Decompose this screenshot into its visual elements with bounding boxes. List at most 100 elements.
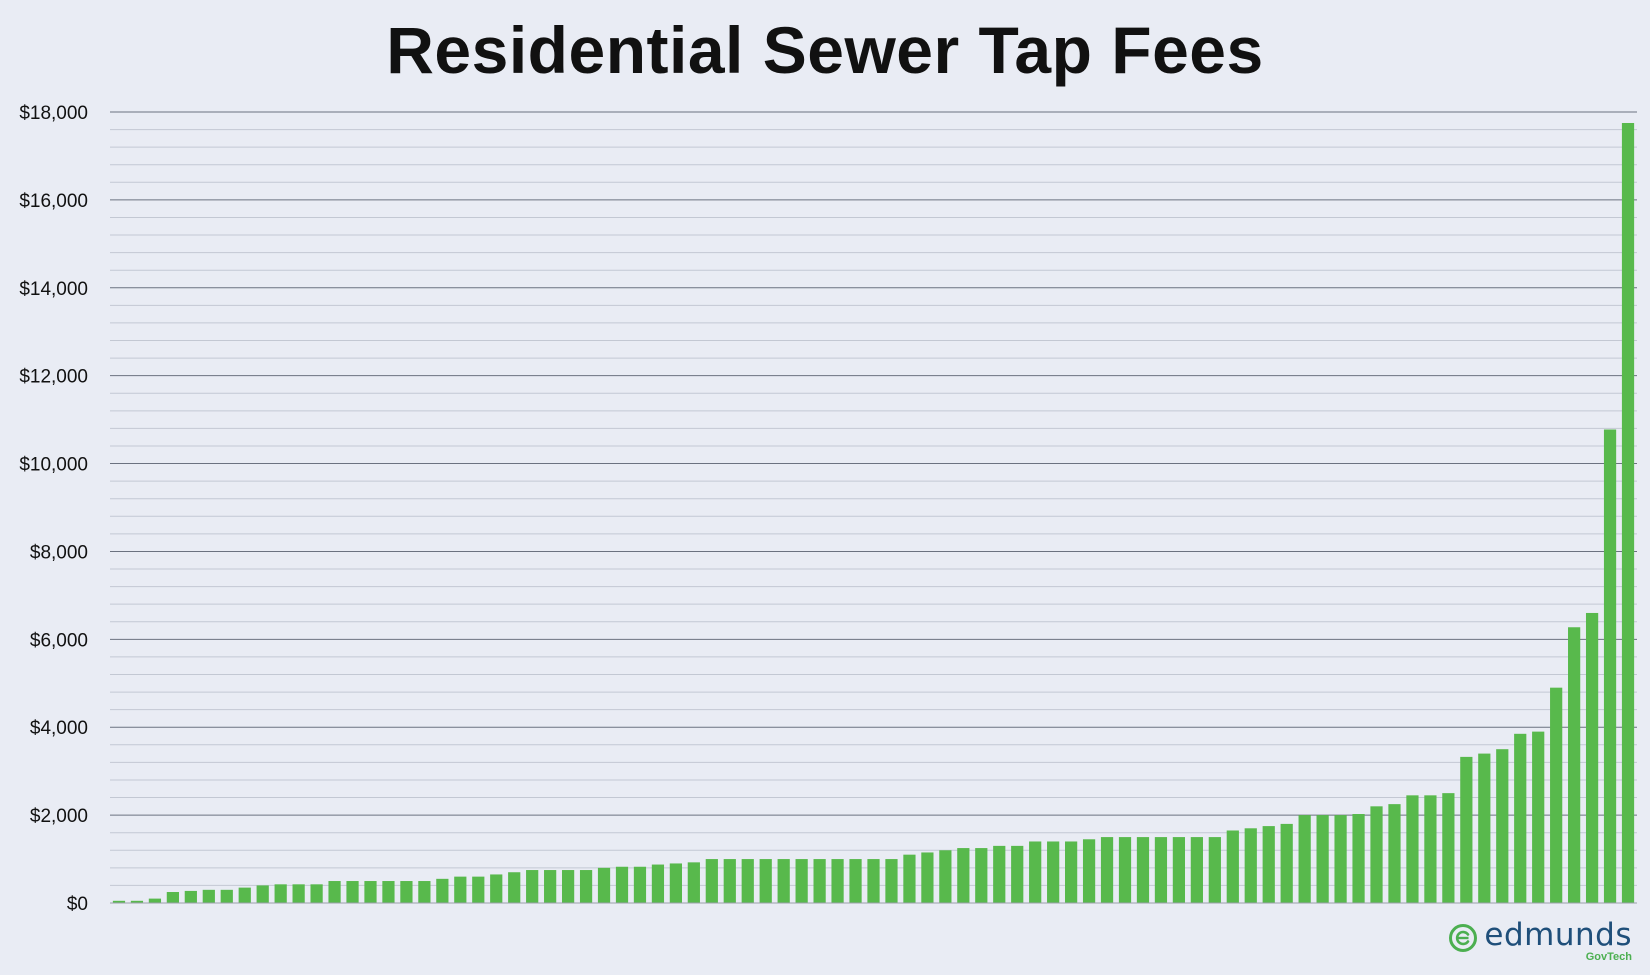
bar — [615, 866, 629, 903]
bar — [1065, 841, 1078, 903]
bar — [921, 852, 934, 903]
bar — [1011, 845, 1024, 903]
grid-lines — [110, 111, 1637, 886]
bar — [256, 885, 269, 903]
bar — [292, 884, 305, 903]
bar — [831, 859, 844, 903]
bar — [328, 881, 341, 903]
bar — [1388, 804, 1401, 904]
bar — [705, 859, 718, 903]
bar — [1208, 837, 1221, 903]
bar — [867, 859, 880, 903]
bar — [544, 870, 557, 903]
bar — [436, 878, 449, 903]
bar — [490, 874, 503, 903]
bar — [1029, 841, 1042, 903]
bar — [669, 863, 682, 903]
bar — [939, 850, 952, 903]
bar — [1226, 830, 1239, 903]
y-tick-label: $12,000 — [19, 367, 88, 388]
logo-subtitle: GovTech — [1585, 951, 1632, 963]
bar — [687, 862, 700, 903]
bar — [418, 881, 431, 903]
bar — [813, 859, 826, 903]
bar — [1334, 815, 1347, 903]
bar — [885, 859, 898, 903]
bar — [112, 900, 126, 903]
bar — [310, 884, 323, 903]
bar — [184, 890, 197, 903]
edmunds-e-icon — [1449, 924, 1478, 952]
bar — [975, 848, 988, 903]
bar-series — [112, 122, 1635, 904]
bar — [1442, 793, 1455, 903]
bar — [1532, 731, 1545, 903]
bar — [579, 870, 593, 903]
bar — [1136, 837, 1150, 903]
bar — [1118, 837, 1132, 903]
y-tick-label: $8,000 — [30, 542, 88, 563]
edmunds-govtech-logo: edmunds GovTech — [1448, 919, 1632, 963]
bar — [957, 848, 970, 903]
y-tick-label: $6,000 — [30, 630, 88, 651]
bar — [1550, 687, 1563, 903]
bar — [364, 881, 377, 903]
bar — [472, 876, 485, 903]
bar — [633, 866, 647, 903]
y-tick-label: $18,000 — [19, 103, 88, 124]
bar — [741, 859, 754, 903]
y-tick-label: $14,000 — [19, 279, 88, 300]
y-tick-label: $0 — [67, 894, 88, 915]
bar — [220, 889, 233, 903]
bar — [1298, 815, 1311, 903]
bar — [759, 859, 772, 903]
bar — [382, 881, 395, 903]
bar — [454, 876, 467, 903]
bar — [400, 881, 413, 903]
bar — [993, 845, 1006, 903]
bar — [903, 854, 916, 903]
bar — [1100, 837, 1114, 903]
y-tick-label: $10,000 — [19, 455, 88, 476]
bar — [1603, 429, 1617, 903]
bar — [723, 859, 736, 903]
bar — [526, 870, 539, 903]
bar — [202, 889, 215, 903]
bar — [795, 859, 808, 903]
bar — [508, 872, 521, 903]
bar — [1316, 815, 1329, 903]
bar — [1514, 733, 1527, 903]
bar — [1478, 753, 1491, 903]
bar — [1585, 612, 1599, 903]
y-tick-label: $4,000 — [30, 718, 88, 739]
bar — [1172, 837, 1186, 903]
bar — [274, 884, 287, 903]
bar — [1047, 841, 1060, 903]
bar — [1262, 826, 1275, 903]
y-tick-label: $2,000 — [30, 806, 88, 827]
bar — [1370, 806, 1383, 903]
bar — [651, 864, 665, 903]
bar — [1460, 756, 1473, 903]
bar — [1190, 837, 1203, 903]
bar — [561, 870, 575, 903]
bar — [166, 892, 179, 903]
bar — [1424, 795, 1437, 903]
bar — [1406, 795, 1419, 903]
chart-title: Residential Sewer Tap Fees — [386, 13, 1264, 87]
bar — [1154, 837, 1168, 903]
bar — [777, 859, 790, 903]
logo-wordmark: edmunds — [1484, 917, 1632, 953]
bar — [1280, 823, 1293, 903]
y-tick-label: $16,000 — [19, 191, 88, 212]
bar — [849, 859, 862, 903]
bar — [1244, 828, 1257, 903]
bar — [1568, 627, 1581, 903]
bar — [1082, 839, 1096, 903]
y-axis-ticks: $0 $2,000 $4,000 $6,000 $8,000 $10,000 $12,000… — [19, 103, 88, 915]
bar — [148, 898, 162, 903]
bar — [238, 887, 251, 903]
bar — [346, 881, 359, 903]
bar — [130, 900, 144, 903]
